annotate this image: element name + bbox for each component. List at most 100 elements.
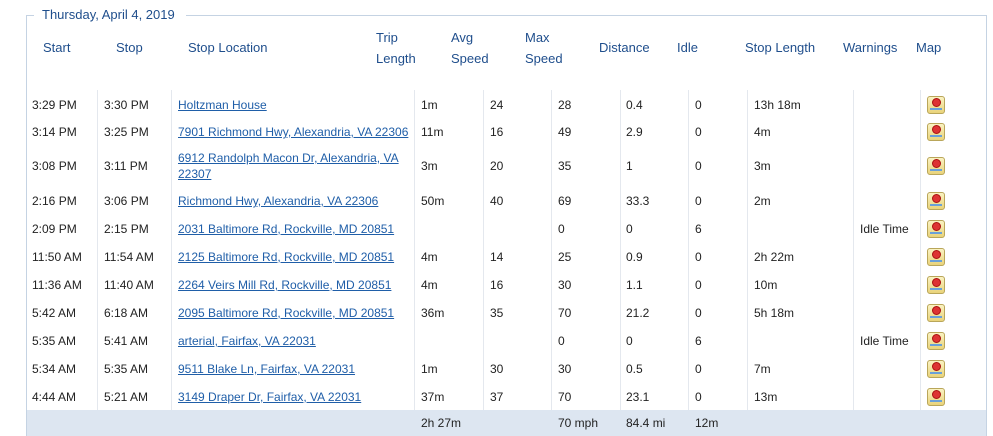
col-header-max-line1: Max xyxy=(525,30,550,45)
cell-stop-length: 7m xyxy=(754,362,771,376)
col-separator xyxy=(747,90,748,410)
cell-start: 3:08 PM xyxy=(32,159,77,173)
cell-stop-location: 3149 Draper Dr, Fairfax, VA 22031 xyxy=(178,383,418,411)
map-icon[interactable] xyxy=(927,332,945,350)
cell-stop-length: 5h 18m xyxy=(754,306,795,320)
col-header-trip-line2: Length xyxy=(376,51,416,66)
col-separator xyxy=(688,90,689,410)
cell-start: 5:34 AM xyxy=(32,362,77,376)
cell-stop: 3:30 PM xyxy=(104,98,149,112)
col-header-trip-line1: Trip xyxy=(376,30,398,45)
cell-max-speed: 70 xyxy=(558,390,572,404)
col-header-avg-line1: Avg xyxy=(451,30,474,45)
group-divider-right xyxy=(186,15,986,16)
cell-stop-length: 13h 18m xyxy=(754,98,801,112)
col-separator xyxy=(620,90,621,410)
total-max-speed: 70 mph xyxy=(558,416,599,430)
cell-distance: 0.5 xyxy=(626,362,643,376)
map-icon[interactable] xyxy=(927,220,945,238)
cell-trip-length: 4m xyxy=(421,278,438,292)
stop-location-link[interactable]: 7901 Richmond Hwy, Alexandria, VA 22306 xyxy=(178,125,409,139)
stop-location-link[interactable]: 9511 Blake Ln, Fairfax, VA 22031 xyxy=(178,362,356,376)
col-header-avg-line2: Speed xyxy=(451,51,489,66)
cell-start: 2:09 PM xyxy=(32,222,77,236)
cell-max-speed: 30 xyxy=(558,362,572,376)
col-header-idle[interactable]: Idle xyxy=(677,40,698,55)
cell-stop-location: 7901 Richmond Hwy, Alexandria, VA 22306 xyxy=(178,118,418,146)
cell-stop-length: 2h 22m xyxy=(754,250,795,264)
cell-stop: 5:21 AM xyxy=(104,390,149,404)
cell-distance: 23.1 xyxy=(626,390,650,404)
col-header-max-speed[interactable]: Max Speed xyxy=(525,27,563,69)
cell-start: 5:42 AM xyxy=(32,306,77,320)
stop-location-link[interactable]: 2125 Baltimore Rd, Rockville, MD 20851 xyxy=(178,250,395,264)
cell-distance: 33.3 xyxy=(626,194,650,208)
stop-location-link[interactable]: arterial, Fairfax, VA 22031 xyxy=(178,334,316,348)
cell-start: 3:29 PM xyxy=(32,98,77,112)
cell-max-speed: 28 xyxy=(558,98,572,112)
stop-location-link[interactable]: 2095 Baltimore Rd, Rockville, MD 20851 xyxy=(178,306,395,320)
cell-idle: 0 xyxy=(695,362,702,376)
col-separator xyxy=(97,90,98,410)
col-header-start[interactable]: Start xyxy=(43,40,71,55)
cell-distance: 1 xyxy=(626,159,633,173)
col-header-distance[interactable]: Distance xyxy=(599,40,650,55)
stop-location-link[interactable]: 2264 Veirs Mill Rd, Rockville, MD 20851 xyxy=(178,278,392,292)
cell-max-speed: 35 xyxy=(558,159,572,173)
cell-stop-location: Richmond Hwy, Alexandria, VA 22306 xyxy=(178,187,418,215)
map-icon[interactable] xyxy=(927,192,945,210)
cell-stop-length: 4m xyxy=(754,125,771,139)
col-header-stop-length[interactable]: Stop Length xyxy=(745,40,816,55)
cell-idle: 0 xyxy=(695,125,702,139)
group-divider-left xyxy=(26,15,34,16)
cell-stop: 2:15 PM xyxy=(104,222,149,236)
stop-location-link[interactable]: 3149 Draper Dr, Fairfax, VA 22031 xyxy=(178,390,362,404)
col-separator xyxy=(853,90,854,410)
table-row: 11:36 AM 11:40 AM 2264 Veirs Mill Rd, Rock… xyxy=(27,271,986,299)
map-icon[interactable] xyxy=(927,123,945,141)
grid-border-left xyxy=(26,15,27,436)
col-header-stop-location[interactable]: Stop Location xyxy=(188,40,268,55)
cell-stop-location: 6912 Randolph Macon Dr, Alexandria, VA 2… xyxy=(178,146,418,186)
table-row: 11:50 AM 11:54 AM 2125 Baltimore Rd, Rockv… xyxy=(27,243,986,271)
table-row: 3:08 PM 3:11 PM 6912 Randolph Macon Dr, Al… xyxy=(27,146,986,186)
map-icon[interactable] xyxy=(927,304,945,322)
map-icon[interactable] xyxy=(927,388,945,406)
map-icon[interactable] xyxy=(927,248,945,266)
total-trip-length: 2h 27m xyxy=(421,416,462,430)
cell-stop: 3:06 PM xyxy=(104,194,149,208)
stop-location-link[interactable]: 2031 Baltimore Rd, Rockville, MD 20851 xyxy=(178,222,395,236)
stop-location-link[interactable]: Richmond Hwy, Alexandria, VA 22306 xyxy=(178,194,379,208)
map-icon[interactable] xyxy=(927,360,945,378)
col-header-map[interactable]: Map xyxy=(916,40,942,55)
map-icon[interactable] xyxy=(927,276,945,294)
total-idle: 12m xyxy=(695,416,719,430)
group-date-title: Thursday, April 4, 2019 xyxy=(42,7,175,22)
table-row: 3:29 PM 3:30 PM Holtzman House 1m 24 28 0.4 0 13… xyxy=(27,94,986,116)
cell-distance: 0.4 xyxy=(626,98,643,112)
stop-location-link[interactable]: 6912 Randolph Macon Dr, Alexandria, VA 2… xyxy=(178,151,399,181)
cell-distance: 0 xyxy=(626,334,633,348)
stop-location-link[interactable]: Holtzman House xyxy=(178,98,267,112)
cell-idle: 0 xyxy=(695,390,702,404)
cell-stop-location: 2031 Baltimore Rd, Rockville, MD 20851 xyxy=(178,215,418,243)
cell-trip-length: 1m xyxy=(421,362,438,376)
col-header-warnings[interactable]: Warnings xyxy=(843,40,898,55)
col-separator xyxy=(551,90,552,410)
cell-idle: 6 xyxy=(695,222,702,236)
cell-stop-length: 10m xyxy=(754,278,778,292)
cell-idle: 0 xyxy=(695,98,702,112)
table-row: 2:09 PM 2:15 PM 2031 Baltimore Rd, Rockvil… xyxy=(27,215,986,243)
col-header-avg-speed[interactable]: Avg Speed xyxy=(451,27,489,69)
cell-warnings: Idle Time xyxy=(860,222,909,236)
cell-idle: 6 xyxy=(695,334,702,348)
cell-idle: 0 xyxy=(695,159,702,173)
map-icon[interactable] xyxy=(927,96,945,114)
cell-trip-length: 50m xyxy=(421,194,445,208)
col-header-trip-length[interactable]: Trip Length xyxy=(376,27,416,69)
cell-distance: 2.9 xyxy=(626,125,643,139)
cell-avg-speed: 20 xyxy=(490,159,504,173)
map-icon[interactable] xyxy=(927,157,945,175)
cell-avg-speed: 14 xyxy=(490,250,504,264)
col-header-stop[interactable]: Stop xyxy=(116,40,143,55)
